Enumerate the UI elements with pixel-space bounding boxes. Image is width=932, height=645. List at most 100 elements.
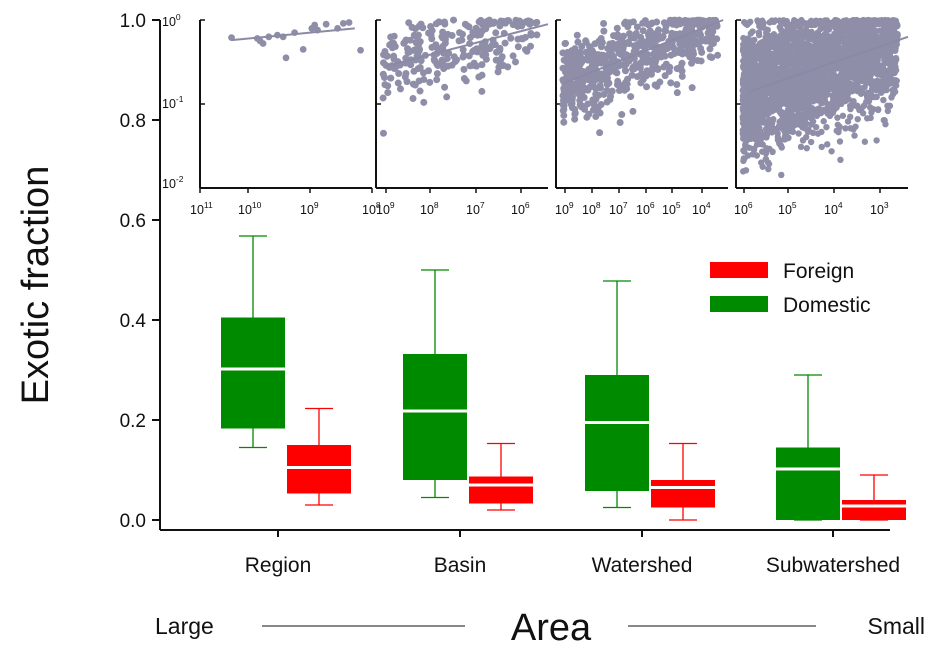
inset-point bbox=[740, 73, 748, 80]
inset-point bbox=[836, 138, 844, 145]
inset-point bbox=[751, 119, 758, 126]
inset-point bbox=[639, 27, 647, 35]
inset-point bbox=[686, 19, 694, 27]
inset-point bbox=[379, 129, 387, 137]
inset-point bbox=[633, 73, 641, 81]
inset-point bbox=[754, 17, 761, 24]
inset-point bbox=[801, 56, 809, 63]
inset-point bbox=[256, 37, 264, 45]
inset-point bbox=[860, 102, 868, 109]
inset-point bbox=[763, 77, 770, 85]
inset-region: 100 10-1 10-2 1011 1010 109 108 bbox=[162, 12, 381, 217]
inset-point bbox=[622, 78, 630, 86]
inset-point bbox=[597, 101, 605, 109]
inset-point bbox=[820, 118, 827, 125]
inset-point bbox=[387, 33, 395, 41]
inset-point bbox=[427, 22, 435, 30]
inset-point bbox=[751, 36, 758, 44]
inset-point bbox=[563, 51, 571, 59]
inset-point bbox=[571, 110, 579, 118]
inset-point bbox=[561, 39, 569, 47]
inset-point bbox=[518, 34, 526, 42]
inset-point bbox=[778, 19, 785, 26]
inset-point bbox=[850, 17, 858, 25]
inset-point bbox=[419, 24, 427, 32]
inset-point bbox=[773, 128, 780, 135]
inset-point bbox=[381, 74, 389, 82]
inset-point bbox=[790, 26, 797, 33]
inset-point bbox=[600, 90, 608, 98]
inset-x-tick-label: 108 bbox=[420, 200, 439, 217]
inset-point bbox=[811, 46, 818, 54]
inset-point bbox=[610, 32, 618, 40]
inset-point bbox=[390, 52, 398, 60]
inset-point bbox=[622, 60, 630, 68]
inset-point bbox=[509, 52, 517, 60]
inset-point bbox=[788, 101, 796, 109]
inset-point bbox=[874, 56, 881, 64]
inset-point bbox=[410, 46, 418, 54]
inset-point bbox=[785, 116, 792, 123]
inset-point bbox=[392, 63, 400, 71]
inset-point bbox=[802, 20, 809, 27]
inset-point bbox=[450, 16, 458, 24]
inset-y-tick-label: 10-2 bbox=[162, 174, 184, 191]
inset-point bbox=[756, 55, 763, 63]
inset-point bbox=[786, 110, 793, 117]
inset-point bbox=[800, 34, 807, 41]
inset-point bbox=[790, 52, 798, 60]
inset-point bbox=[850, 126, 857, 133]
inset-point bbox=[825, 67, 832, 74]
inset-point bbox=[433, 70, 441, 78]
inset-point bbox=[785, 60, 792, 67]
inset-point bbox=[673, 89, 681, 97]
inset-point bbox=[431, 57, 439, 65]
box-domestic-watershed bbox=[585, 280, 649, 509]
inset-point bbox=[632, 29, 640, 37]
inset-point bbox=[599, 55, 607, 63]
legend-label-domestic: Domestic bbox=[783, 294, 871, 317]
inset-point bbox=[833, 65, 840, 72]
inset-point bbox=[492, 56, 500, 64]
inset-point bbox=[739, 130, 747, 138]
inset-point bbox=[769, 117, 776, 125]
inset-point bbox=[827, 51, 834, 58]
inset-point bbox=[678, 72, 686, 80]
inset-trend-line bbox=[749, 35, 909, 93]
inset-point bbox=[600, 27, 608, 35]
inset-point bbox=[647, 70, 655, 78]
inset-point bbox=[415, 46, 423, 54]
inset-point bbox=[405, 19, 413, 27]
inset-y-tick-label: 100 bbox=[162, 12, 181, 29]
inset-point bbox=[580, 93, 588, 101]
inset-point bbox=[743, 85, 751, 93]
inset-point bbox=[592, 75, 600, 83]
inset-x-tick-label: 105 bbox=[662, 200, 681, 217]
inset-point bbox=[410, 67, 418, 75]
inset-point bbox=[863, 72, 871, 79]
inset-point bbox=[790, 17, 798, 24]
inset-point bbox=[760, 119, 767, 126]
inset-point bbox=[637, 79, 645, 87]
inset-point bbox=[532, 19, 540, 27]
inset-point bbox=[759, 22, 766, 29]
inset-point bbox=[627, 93, 635, 101]
inset-point bbox=[818, 128, 825, 136]
inset-point bbox=[806, 57, 813, 64]
inset-point bbox=[890, 61, 897, 69]
inset-point bbox=[403, 78, 411, 86]
inset-point bbox=[814, 97, 821, 104]
inset-point bbox=[613, 24, 621, 32]
inset-point bbox=[768, 77, 775, 84]
inset-point bbox=[777, 109, 784, 116]
inset-point bbox=[345, 19, 353, 26]
inset-point bbox=[622, 51, 630, 59]
inset-point bbox=[748, 50, 756, 57]
area-scale: Large Area Small bbox=[155, 607, 925, 645]
inset-point bbox=[890, 44, 897, 51]
box-foreign-region bbox=[287, 407, 351, 506]
inset-point bbox=[793, 86, 801, 93]
inset-point bbox=[754, 96, 762, 103]
inset-point bbox=[847, 39, 854, 46]
inset-point bbox=[857, 62, 864, 69]
